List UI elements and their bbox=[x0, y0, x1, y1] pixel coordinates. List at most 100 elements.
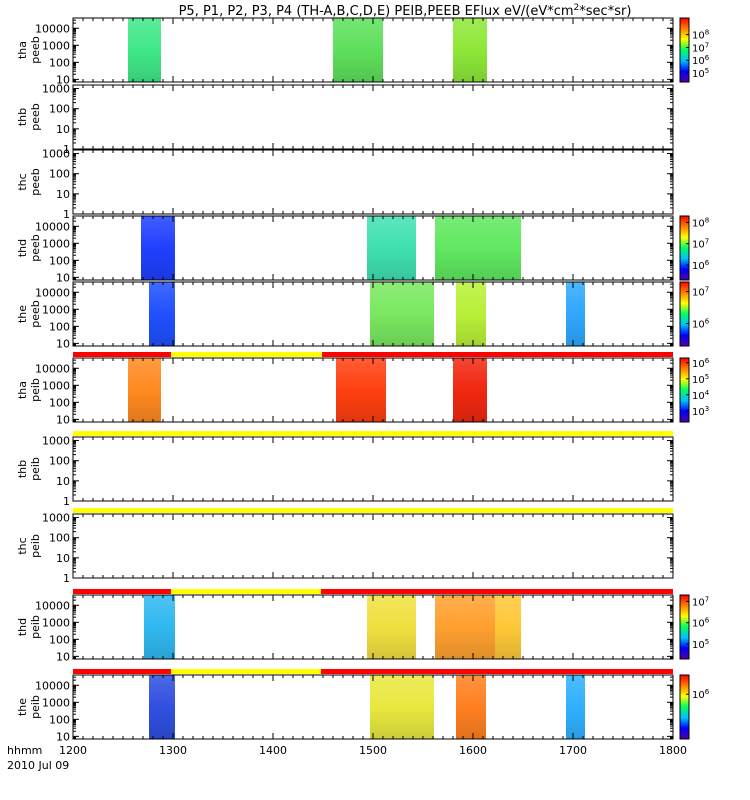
status-bar-segment bbox=[322, 352, 673, 357]
y-tick-label: 1 bbox=[63, 495, 70, 508]
panel-label-product: peib bbox=[29, 534, 42, 558]
x-tick-label: 1800 bbox=[659, 744, 687, 757]
panel-label-product: peib bbox=[29, 378, 42, 402]
y-tick-label: 100 bbox=[49, 320, 70, 333]
panel-label-product: peeb bbox=[29, 300, 42, 328]
panel-label-product: peeb bbox=[29, 36, 42, 64]
colorbar-label: 106 bbox=[692, 357, 710, 370]
spectrogram-cell bbox=[128, 18, 161, 82]
chart-title-sup: 2 bbox=[574, 3, 580, 13]
y-tick-label: 10 bbox=[56, 552, 70, 565]
colorbar-label: 108 bbox=[692, 29, 709, 42]
colorbar-label: 106 bbox=[692, 318, 710, 331]
colorbar bbox=[679, 215, 690, 281]
status-bar-segment bbox=[171, 589, 321, 594]
y-tick-label: 1000 bbox=[42, 696, 70, 709]
panel-frame bbox=[72, 149, 674, 215]
x-tick-label: 1200 bbox=[59, 744, 87, 757]
colorbar-label: 105 bbox=[692, 67, 709, 80]
colorbar-label: 104 bbox=[692, 389, 710, 402]
colorbar bbox=[679, 594, 690, 660]
y-tick-label: 10 bbox=[56, 188, 70, 201]
y-tick-label: 100 bbox=[49, 56, 70, 69]
y-tick-label: 10000 bbox=[35, 679, 70, 692]
spectrogram-cell bbox=[370, 282, 434, 346]
y-tick-label: 1000 bbox=[42, 512, 70, 525]
spectrogram-cell bbox=[144, 595, 175, 659]
colorbar-label: 107 bbox=[692, 286, 709, 299]
panel-thcpeeb: 1 10 100 1000 thc peeb bbox=[16, 148, 674, 221]
y-tick-label: 10000 bbox=[35, 22, 70, 35]
panel-label-probe: tha bbox=[16, 381, 29, 399]
colorbar-label: 107 bbox=[692, 41, 709, 54]
y-tick-label: 1000 bbox=[42, 303, 70, 316]
spectrogram-cell bbox=[336, 358, 386, 422]
panel-label-probe: the bbox=[16, 305, 29, 323]
y-tick-label: 10 bbox=[56, 650, 70, 663]
colorbar-label: 106 bbox=[692, 617, 710, 630]
chart-title: P5, P1, P2, P3, P4 (TH-A,B,C,D,E) PEIB,P… bbox=[179, 3, 632, 19]
panel-label-probe: thb bbox=[16, 108, 29, 126]
spectrogram-cell bbox=[435, 216, 521, 280]
y-tick-label: 10 bbox=[56, 123, 70, 136]
x-tick-label: 1600 bbox=[459, 744, 487, 757]
panel-label-probe: thc bbox=[16, 537, 29, 554]
y-tick-label: 1000 bbox=[42, 616, 70, 629]
y-tick-label: 1000 bbox=[42, 83, 70, 96]
colorbar-label: 106 bbox=[692, 688, 710, 701]
panel-frame bbox=[72, 513, 674, 579]
y-tick-label: 10 bbox=[56, 73, 70, 86]
status-bar-segment bbox=[73, 352, 171, 357]
y-tick-label: 100 bbox=[49, 633, 70, 646]
spectrogram-cell bbox=[456, 675, 486, 739]
y-tick-label: 10000 bbox=[35, 286, 70, 299]
panel-label-probe: thb bbox=[16, 460, 29, 478]
x-tick-label: 1300 bbox=[159, 744, 187, 757]
panel-frame bbox=[72, 84, 674, 150]
y-tick-label: 100 bbox=[49, 396, 70, 409]
spectrogram-cell bbox=[495, 595, 521, 659]
y-tick-label: 10000 bbox=[35, 362, 70, 375]
x-tick-label: 1400 bbox=[259, 744, 287, 757]
panel-label-probe: thd bbox=[16, 618, 29, 636]
colorbar-label: 106 bbox=[692, 259, 710, 272]
colorbar-label: 106 bbox=[692, 54, 710, 67]
colorbar bbox=[679, 357, 690, 423]
panel-label-probe: thd bbox=[16, 239, 29, 257]
chart-title-end: *sec*sr) bbox=[579, 4, 631, 19]
spectrogram-cell bbox=[367, 216, 416, 280]
panel-frame bbox=[72, 436, 674, 502]
y-tick-label: 10 bbox=[56, 337, 70, 350]
x-axis-date: 2010 Jul 09 bbox=[7, 759, 69, 772]
y-tick-label: 1000 bbox=[42, 39, 70, 52]
x-tick-label: 1500 bbox=[359, 744, 387, 757]
y-tick-label: 1000 bbox=[42, 379, 70, 392]
y-tick-label: 10 bbox=[56, 413, 70, 426]
status-bar-segment bbox=[171, 352, 322, 357]
status-bar-segment bbox=[73, 508, 673, 513]
y-tick-label: 10 bbox=[56, 475, 70, 488]
panel-thbpeeb: 1 10 100 1000 thb peeb bbox=[16, 83, 674, 156]
colorbar-label: 107 bbox=[692, 238, 709, 251]
panel-label-product: peib bbox=[29, 615, 42, 639]
y-tick-label: 1000 bbox=[42, 237, 70, 250]
x-axis: 1200 1300 1400 1500 1600 1700 1800 bbox=[59, 744, 687, 757]
colorbar bbox=[679, 281, 690, 347]
spectrogram-cell bbox=[149, 282, 175, 346]
y-tick-label: 1000 bbox=[42, 435, 70, 448]
y-tick-label: 10 bbox=[56, 730, 70, 743]
colorbar-label: 103 bbox=[692, 405, 709, 418]
spectrogram-cell bbox=[333, 18, 383, 82]
y-tick-label: 100 bbox=[49, 168, 70, 181]
y-tick-label: 1000 bbox=[42, 148, 70, 161]
panel-label-product: peeb bbox=[29, 103, 42, 131]
panel-thbpeib: 1 10 100 1000 thb peib bbox=[16, 431, 674, 508]
status-bar-segment bbox=[73, 589, 171, 594]
panel-thepeib: 10 100 1000 10000 the peib 106 bbox=[16, 669, 710, 743]
spectrogram-cell bbox=[367, 595, 416, 659]
panel-label-product: peib bbox=[29, 695, 42, 719]
y-tick-label: 100 bbox=[49, 455, 70, 468]
colorbar-label: 108 bbox=[692, 216, 709, 229]
panel-label-product: peib bbox=[29, 457, 42, 481]
